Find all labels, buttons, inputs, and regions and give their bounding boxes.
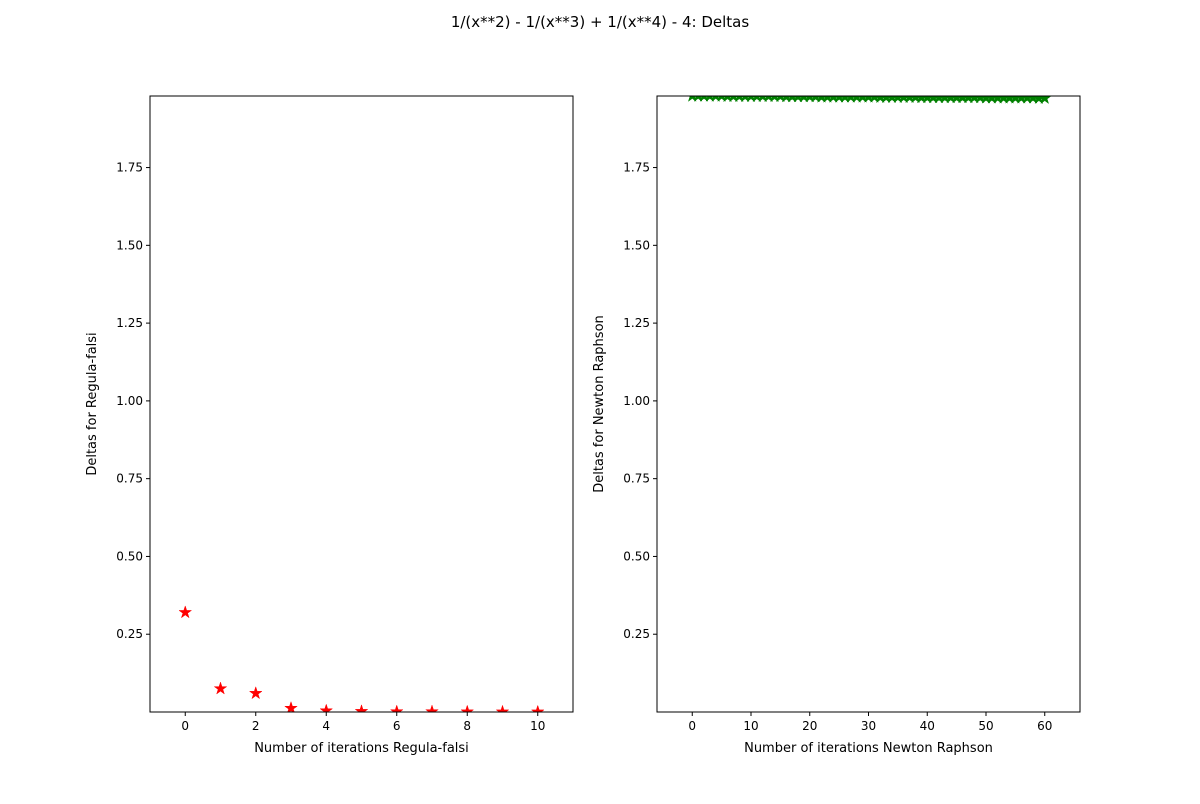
data-point bbox=[319, 703, 334, 712]
y-axis-label: Deltas for Regula-falsi bbox=[85, 332, 100, 475]
data-area bbox=[178, 605, 545, 712]
x-tick-label: 0 bbox=[688, 719, 696, 733]
x-tick-label: 4 bbox=[322, 719, 330, 733]
y-tick-label: 1.25 bbox=[116, 316, 143, 330]
y-tick-label: 1.75 bbox=[116, 161, 143, 175]
data-point bbox=[495, 704, 510, 712]
x-tick-label: 6 bbox=[393, 719, 401, 733]
data-point bbox=[699, 96, 709, 102]
y-tick-label: 1.00 bbox=[623, 394, 650, 408]
data-point bbox=[758, 96, 768, 103]
x-tick-label: 50 bbox=[978, 719, 993, 733]
data-point bbox=[425, 704, 439, 712]
x-tick-label: 20 bbox=[802, 719, 817, 733]
y-tick-label: 0.50 bbox=[116, 549, 143, 563]
y-tick-label: 0.50 bbox=[623, 549, 650, 563]
subplot-2: 0 10 20 30 40 50 60 0.25 0.50 0.75 1.00 1.25 1.50 1.7… bbox=[592, 95, 1081, 756]
data-point bbox=[781, 96, 791, 103]
x-tick-label: 40 bbox=[920, 719, 935, 733]
figure-title: 1/(x**2) - 1/(x**3) + 1/(x**4) - 4: Delt… bbox=[450, 13, 750, 31]
x-axis-label: Number of iterations Newton Raphson bbox=[744, 741, 993, 756]
subplot-1: 0 2 4 6 8 10 0.25 0.50 0.75 1.00 1.25 1.50 1.75 Numbe… bbox=[85, 95, 574, 756]
data-point bbox=[693, 96, 703, 102]
data-point bbox=[746, 96, 756, 103]
data-point bbox=[869, 96, 880, 103]
data-point bbox=[284, 700, 298, 712]
y-tick-label: 1.50 bbox=[623, 238, 650, 252]
data-point bbox=[705, 96, 715, 102]
axes-frame bbox=[149, 95, 574, 713]
x-tick-label: 8 bbox=[463, 719, 471, 733]
data-point bbox=[776, 96, 785, 103]
data-point bbox=[793, 96, 803, 103]
data-point bbox=[770, 96, 779, 103]
y-tick-label: 1.25 bbox=[623, 316, 650, 330]
x-tick-label: 10 bbox=[530, 719, 545, 733]
x-tick-label: 30 bbox=[861, 719, 876, 733]
data-point bbox=[787, 96, 797, 103]
data-point bbox=[805, 96, 815, 103]
data-area bbox=[687, 96, 1052, 105]
data-point bbox=[799, 96, 809, 103]
y-tick-label: 0.25 bbox=[116, 627, 143, 641]
data-point bbox=[248, 686, 263, 700]
data-point bbox=[752, 96, 762, 103]
data-point bbox=[723, 96, 732, 103]
x-axis-label: Number of iterations Regula-falsi bbox=[254, 741, 469, 756]
data-point bbox=[717, 96, 726, 102]
data-point bbox=[687, 96, 697, 102]
axes-frame bbox=[656, 95, 1081, 713]
data-point bbox=[711, 96, 721, 102]
data-point bbox=[810, 96, 821, 103]
x-tick-label: 2 bbox=[252, 719, 260, 733]
data-point bbox=[740, 96, 750, 103]
data-point bbox=[530, 704, 545, 712]
data-point bbox=[178, 605, 193, 619]
data-point bbox=[460, 704, 475, 712]
data-point bbox=[729, 96, 738, 103]
x-tick-label: 0 bbox=[181, 719, 189, 733]
y-tick-label: 0.75 bbox=[116, 472, 143, 486]
y-tick-label: 1.75 bbox=[623, 161, 650, 175]
y-axis-label: Deltas for Newton Raphson bbox=[592, 315, 607, 493]
x-tick-label: 10 bbox=[743, 719, 758, 733]
y-tick-label: 0.25 bbox=[623, 627, 650, 641]
y-tick-label: 1.50 bbox=[116, 238, 143, 252]
data-point bbox=[764, 96, 773, 103]
data-point bbox=[354, 704, 369, 712]
y-tick-label: 1.00 bbox=[116, 394, 143, 408]
y-tick-label: 0.75 bbox=[623, 472, 650, 486]
x-tick-label: 60 bbox=[1037, 719, 1052, 733]
data-point bbox=[389, 704, 404, 712]
data-point bbox=[213, 681, 228, 695]
data-point bbox=[734, 96, 744, 103]
